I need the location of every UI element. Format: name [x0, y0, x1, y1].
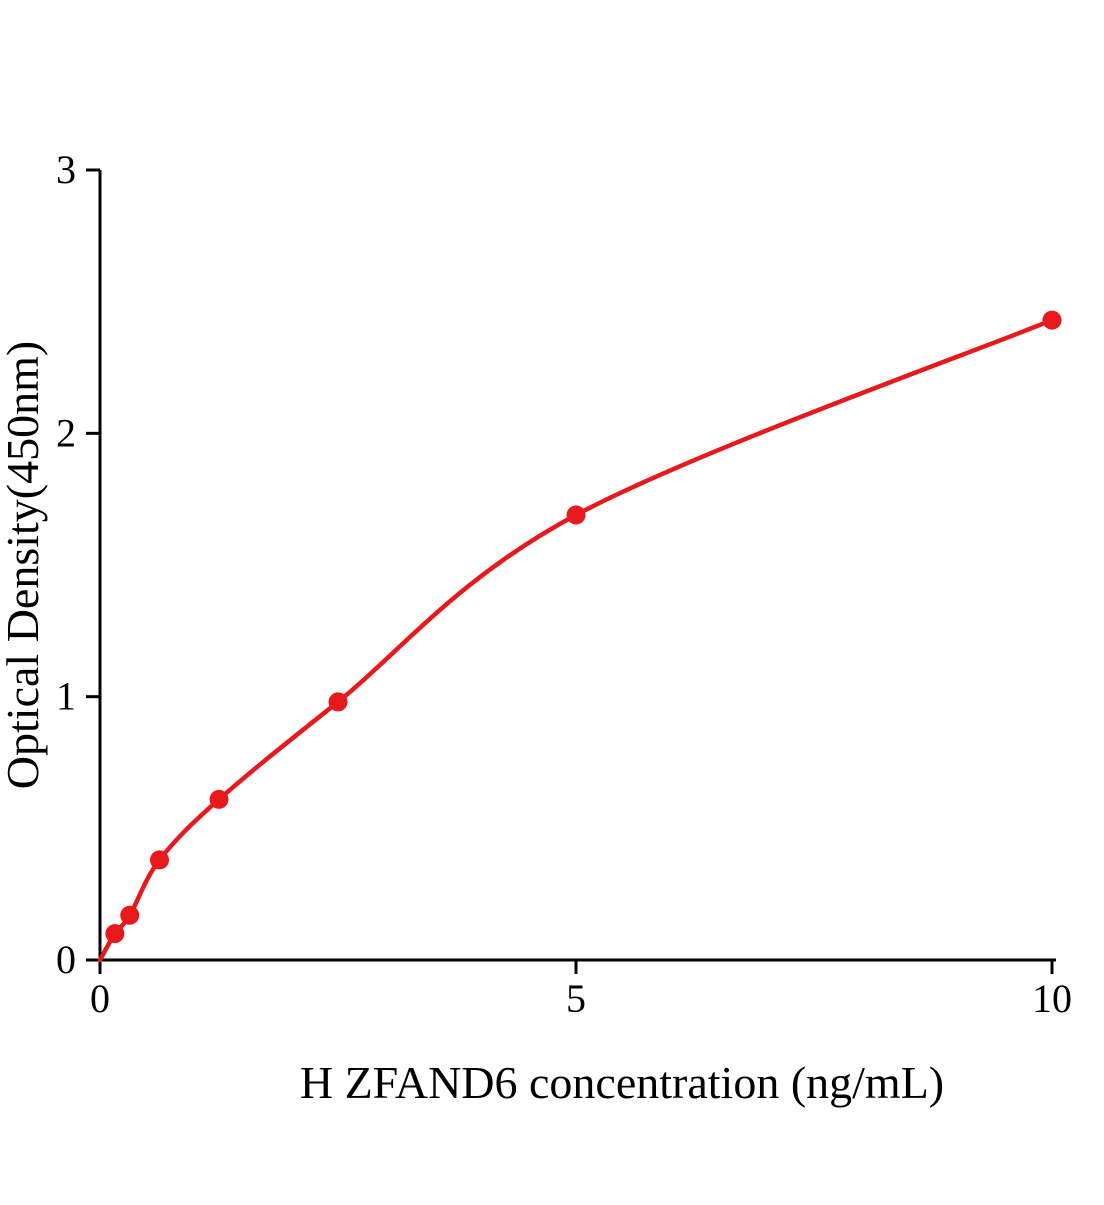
data-point: [150, 850, 169, 870]
data-point: [209, 789, 229, 809]
fit-curve-line: [97, 317, 1055, 963]
axes: [98, 170, 1056, 962]
x-axis-title: H ZFAND6 concentration (ng/mL): [300, 1057, 944, 1108]
tick-labels: 0 5 10 0 1 2 3: [56, 147, 1072, 1021]
y-tick-label: 0: [56, 937, 76, 982]
data-point: [1042, 310, 1062, 330]
data-point: [105, 924, 125, 944]
x-tick-label: 5: [566, 976, 586, 1021]
data-point: [328, 692, 348, 712]
x-tick-label: 0: [90, 976, 110, 1021]
y-tick-label: 2: [56, 410, 76, 455]
y-axis-title: Optical Density(450nm): [0, 341, 48, 789]
data-point: [566, 505, 586, 525]
data-point: [120, 905, 140, 925]
data-points: [105, 310, 1062, 944]
x-tick-label: 10: [1032, 976, 1072, 1021]
tick-marks: [86, 168, 1054, 974]
y-tick-label: 1: [56, 674, 76, 719]
y-tick-label: 3: [56, 147, 76, 192]
